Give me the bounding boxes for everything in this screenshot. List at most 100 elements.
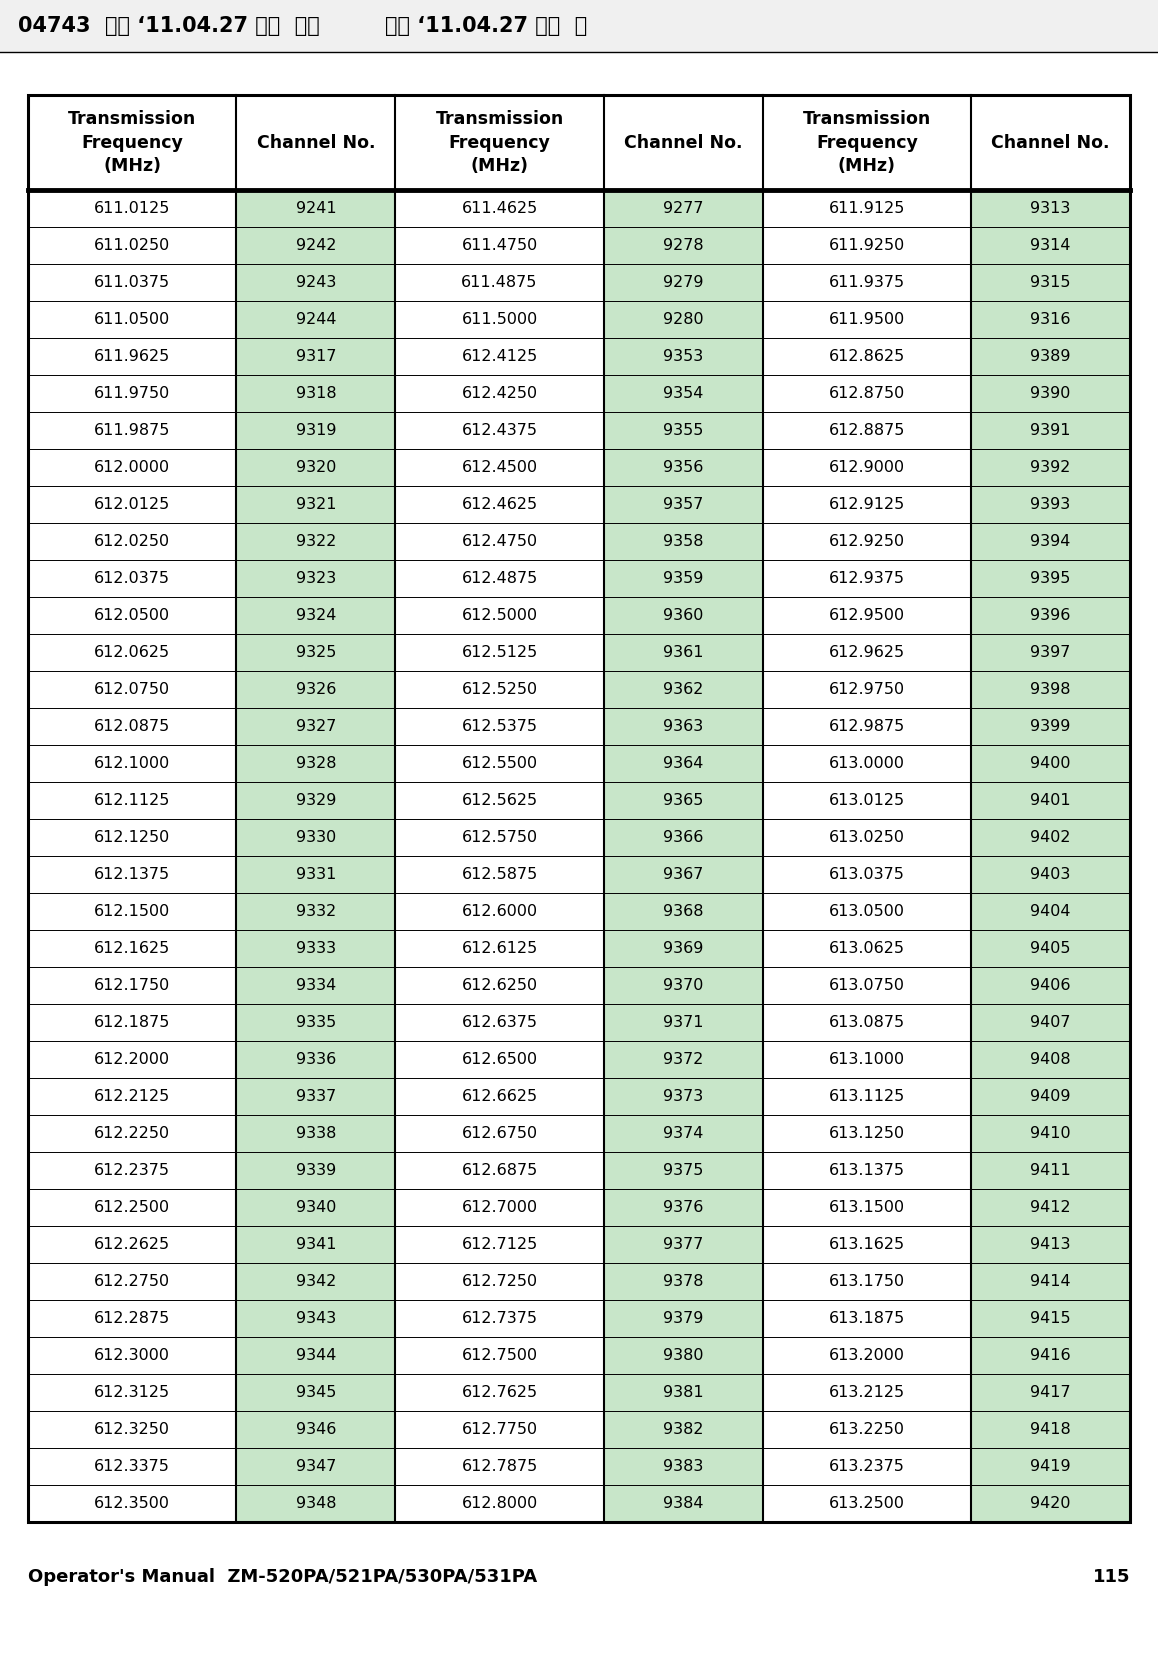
Bar — [972, 1227, 1130, 1264]
Bar — [395, 1485, 603, 1522]
Text: 9391: 9391 — [1031, 422, 1071, 437]
Text: 613.1000: 613.1000 — [829, 1053, 904, 1068]
Text: 612.9625: 612.9625 — [829, 645, 904, 660]
Bar — [395, 486, 603, 523]
Text: 9365: 9365 — [664, 793, 703, 808]
Text: 612.5750: 612.5750 — [461, 830, 537, 845]
Bar — [972, 302, 1130, 339]
Bar — [236, 634, 395, 670]
Text: 9327: 9327 — [295, 719, 336, 734]
Text: 613.2500: 613.2500 — [829, 1497, 904, 1512]
Text: 612.6625: 612.6625 — [461, 1089, 537, 1104]
Bar — [972, 1115, 1130, 1151]
Text: 611.9750: 611.9750 — [94, 385, 170, 401]
Text: 612.7625: 612.7625 — [461, 1384, 537, 1399]
Bar — [395, 707, 603, 746]
Bar — [603, 1004, 763, 1041]
Text: 612.5000: 612.5000 — [461, 608, 537, 623]
Text: 612.1250: 612.1250 — [94, 830, 170, 845]
Bar — [603, 1411, 763, 1448]
Bar — [972, 1188, 1130, 1227]
Bar — [236, 1411, 395, 1448]
Bar — [395, 265, 603, 302]
Text: 9420: 9420 — [1031, 1497, 1071, 1512]
Text: 9336: 9336 — [295, 1053, 336, 1068]
Bar — [395, 1004, 603, 1041]
Text: 613.1625: 613.1625 — [829, 1237, 904, 1252]
Text: 9334: 9334 — [295, 979, 336, 992]
Text: 611.0125: 611.0125 — [94, 201, 170, 216]
Text: 9321: 9321 — [295, 498, 336, 511]
Bar — [395, 302, 603, 339]
Bar — [763, 783, 972, 820]
Bar — [763, 1078, 972, 1115]
Bar — [28, 1004, 236, 1041]
Text: 612.9500: 612.9500 — [829, 608, 904, 623]
Text: 9314: 9314 — [1031, 238, 1071, 253]
Text: Transmission
Frequency
(MHz): Transmission Frequency (MHz) — [802, 111, 931, 174]
Bar — [603, 302, 763, 339]
Bar — [0, 0, 1158, 52]
Bar — [972, 1078, 1130, 1115]
Bar — [236, 375, 395, 412]
Text: 9318: 9318 — [295, 385, 336, 401]
Text: 9353: 9353 — [664, 349, 703, 364]
Bar — [236, 1374, 395, 1411]
Text: 9335: 9335 — [295, 1016, 336, 1031]
Text: 612.0375: 612.0375 — [94, 572, 170, 587]
Bar — [395, 930, 603, 967]
Bar — [763, 1374, 972, 1411]
Text: 115: 115 — [1092, 1569, 1130, 1585]
Text: 9381: 9381 — [662, 1384, 703, 1399]
Bar — [763, 707, 972, 746]
Text: 9326: 9326 — [295, 682, 336, 697]
Bar — [236, 670, 395, 707]
Bar — [603, 486, 763, 523]
Text: 9346: 9346 — [295, 1421, 336, 1436]
Bar — [28, 226, 236, 265]
Text: 9332: 9332 — [295, 903, 336, 918]
Bar — [28, 302, 236, 339]
Bar — [763, 746, 972, 783]
Bar — [395, 597, 603, 634]
Bar — [972, 1485, 1130, 1522]
Text: 9360: 9360 — [664, 608, 703, 623]
Text: 9379: 9379 — [664, 1311, 703, 1326]
Text: 612.6250: 612.6250 — [461, 979, 537, 992]
Text: 612.6875: 612.6875 — [461, 1163, 537, 1178]
Text: 611.0375: 611.0375 — [94, 275, 170, 290]
Text: 9368: 9368 — [662, 903, 703, 918]
Bar — [603, 265, 763, 302]
Text: 611.5000: 611.5000 — [461, 312, 537, 327]
Text: 9411: 9411 — [1031, 1163, 1071, 1178]
Bar — [28, 1115, 236, 1151]
Bar — [763, 1115, 972, 1151]
Bar — [763, 820, 972, 856]
Text: 9401: 9401 — [1031, 793, 1071, 808]
Text: 9330: 9330 — [295, 830, 336, 845]
Text: 9331: 9331 — [295, 866, 336, 882]
Bar — [28, 189, 236, 226]
Bar — [603, 1264, 763, 1301]
Bar — [763, 486, 972, 523]
Text: 612.5875: 612.5875 — [461, 866, 537, 882]
Bar — [28, 1227, 236, 1264]
Bar — [28, 96, 1130, 1522]
Text: 9410: 9410 — [1031, 1126, 1071, 1141]
Bar — [972, 967, 1130, 1004]
Bar — [28, 930, 236, 967]
Text: 613.0750: 613.0750 — [829, 979, 904, 992]
Bar — [603, 1041, 763, 1078]
Bar — [603, 893, 763, 930]
Bar — [763, 189, 972, 226]
Text: 9375: 9375 — [664, 1163, 703, 1178]
Bar — [603, 375, 763, 412]
Text: 9313: 9313 — [1031, 201, 1071, 216]
Bar — [395, 449, 603, 486]
Bar — [603, 1151, 763, 1188]
Bar — [236, 820, 395, 856]
Bar — [395, 523, 603, 560]
Text: 9412: 9412 — [1031, 1200, 1071, 1215]
Text: 612.6125: 612.6125 — [461, 940, 537, 955]
Text: 612.5625: 612.5625 — [461, 793, 537, 808]
